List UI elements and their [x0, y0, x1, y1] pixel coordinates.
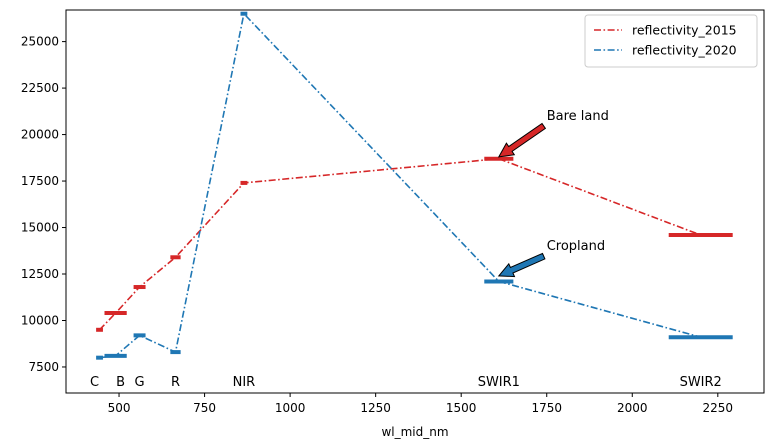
- series-line-0: [98, 157, 701, 331]
- y-axis: 7500 10000 12500 15000 17500 20000 22500 25000: [21, 35, 66, 374]
- annotation-arrow-1: [497, 252, 546, 278]
- band-label-g: G: [135, 375, 145, 390]
- x-tick-label-3: 1250: [360, 401, 391, 415]
- x-axis: 500 750 1000 1250 1500 1750 2000 2250: [108, 393, 734, 415]
- y-tick-label-5: 20000: [21, 128, 59, 142]
- x-tick-label-2: 1000: [275, 401, 306, 415]
- x-tick-label-1: 750: [193, 401, 216, 415]
- y-tick-label-4: 17500: [21, 174, 59, 188]
- band-label-c: C: [90, 375, 99, 390]
- legend-label-1: reflectivity_2020: [632, 43, 737, 58]
- band-label-b: B: [116, 375, 125, 390]
- y-tick-label-2: 12500: [21, 267, 59, 281]
- band-label-swir1: SWIR1: [478, 375, 520, 390]
- x-tick-label-6: 2000: [617, 401, 648, 415]
- annotation-label-1: Cropland: [547, 239, 605, 254]
- x-axis-label: wl_mid_nm: [381, 425, 448, 439]
- y-tick-label-3: 15000: [21, 221, 59, 235]
- x-tick-label-7: 2250: [703, 401, 734, 415]
- plot-frame: [65, 9, 765, 394]
- legend-label-0: reflectivity_2015: [632, 23, 737, 38]
- band-label-r: R: [171, 375, 180, 390]
- band-label-nir: NIR: [233, 375, 256, 390]
- plot-marks: C B G R NIR SWIR1 SWIR2 Bare land Cropland: [90, 11, 733, 390]
- band-label-swir2: SWIR2: [680, 375, 722, 390]
- y-tick-label-0: 7500: [28, 360, 59, 374]
- y-tick-label-7: 25000: [21, 35, 59, 49]
- y-tick-label-1: 10000: [21, 313, 59, 327]
- annotation-arrow-0: [497, 122, 547, 158]
- legend: reflectivity_2015 reflectivity_2020: [584, 14, 758, 68]
- x-tick-label-5: 1750: [531, 401, 562, 415]
- annotation-label-0: Bare land: [547, 109, 609, 124]
- x-tick-label-0: 500: [108, 401, 131, 415]
- legend-box: [584, 14, 758, 68]
- y-tick-label-6: 22500: [21, 81, 59, 95]
- x-tick-label-4: 1500: [446, 401, 477, 415]
